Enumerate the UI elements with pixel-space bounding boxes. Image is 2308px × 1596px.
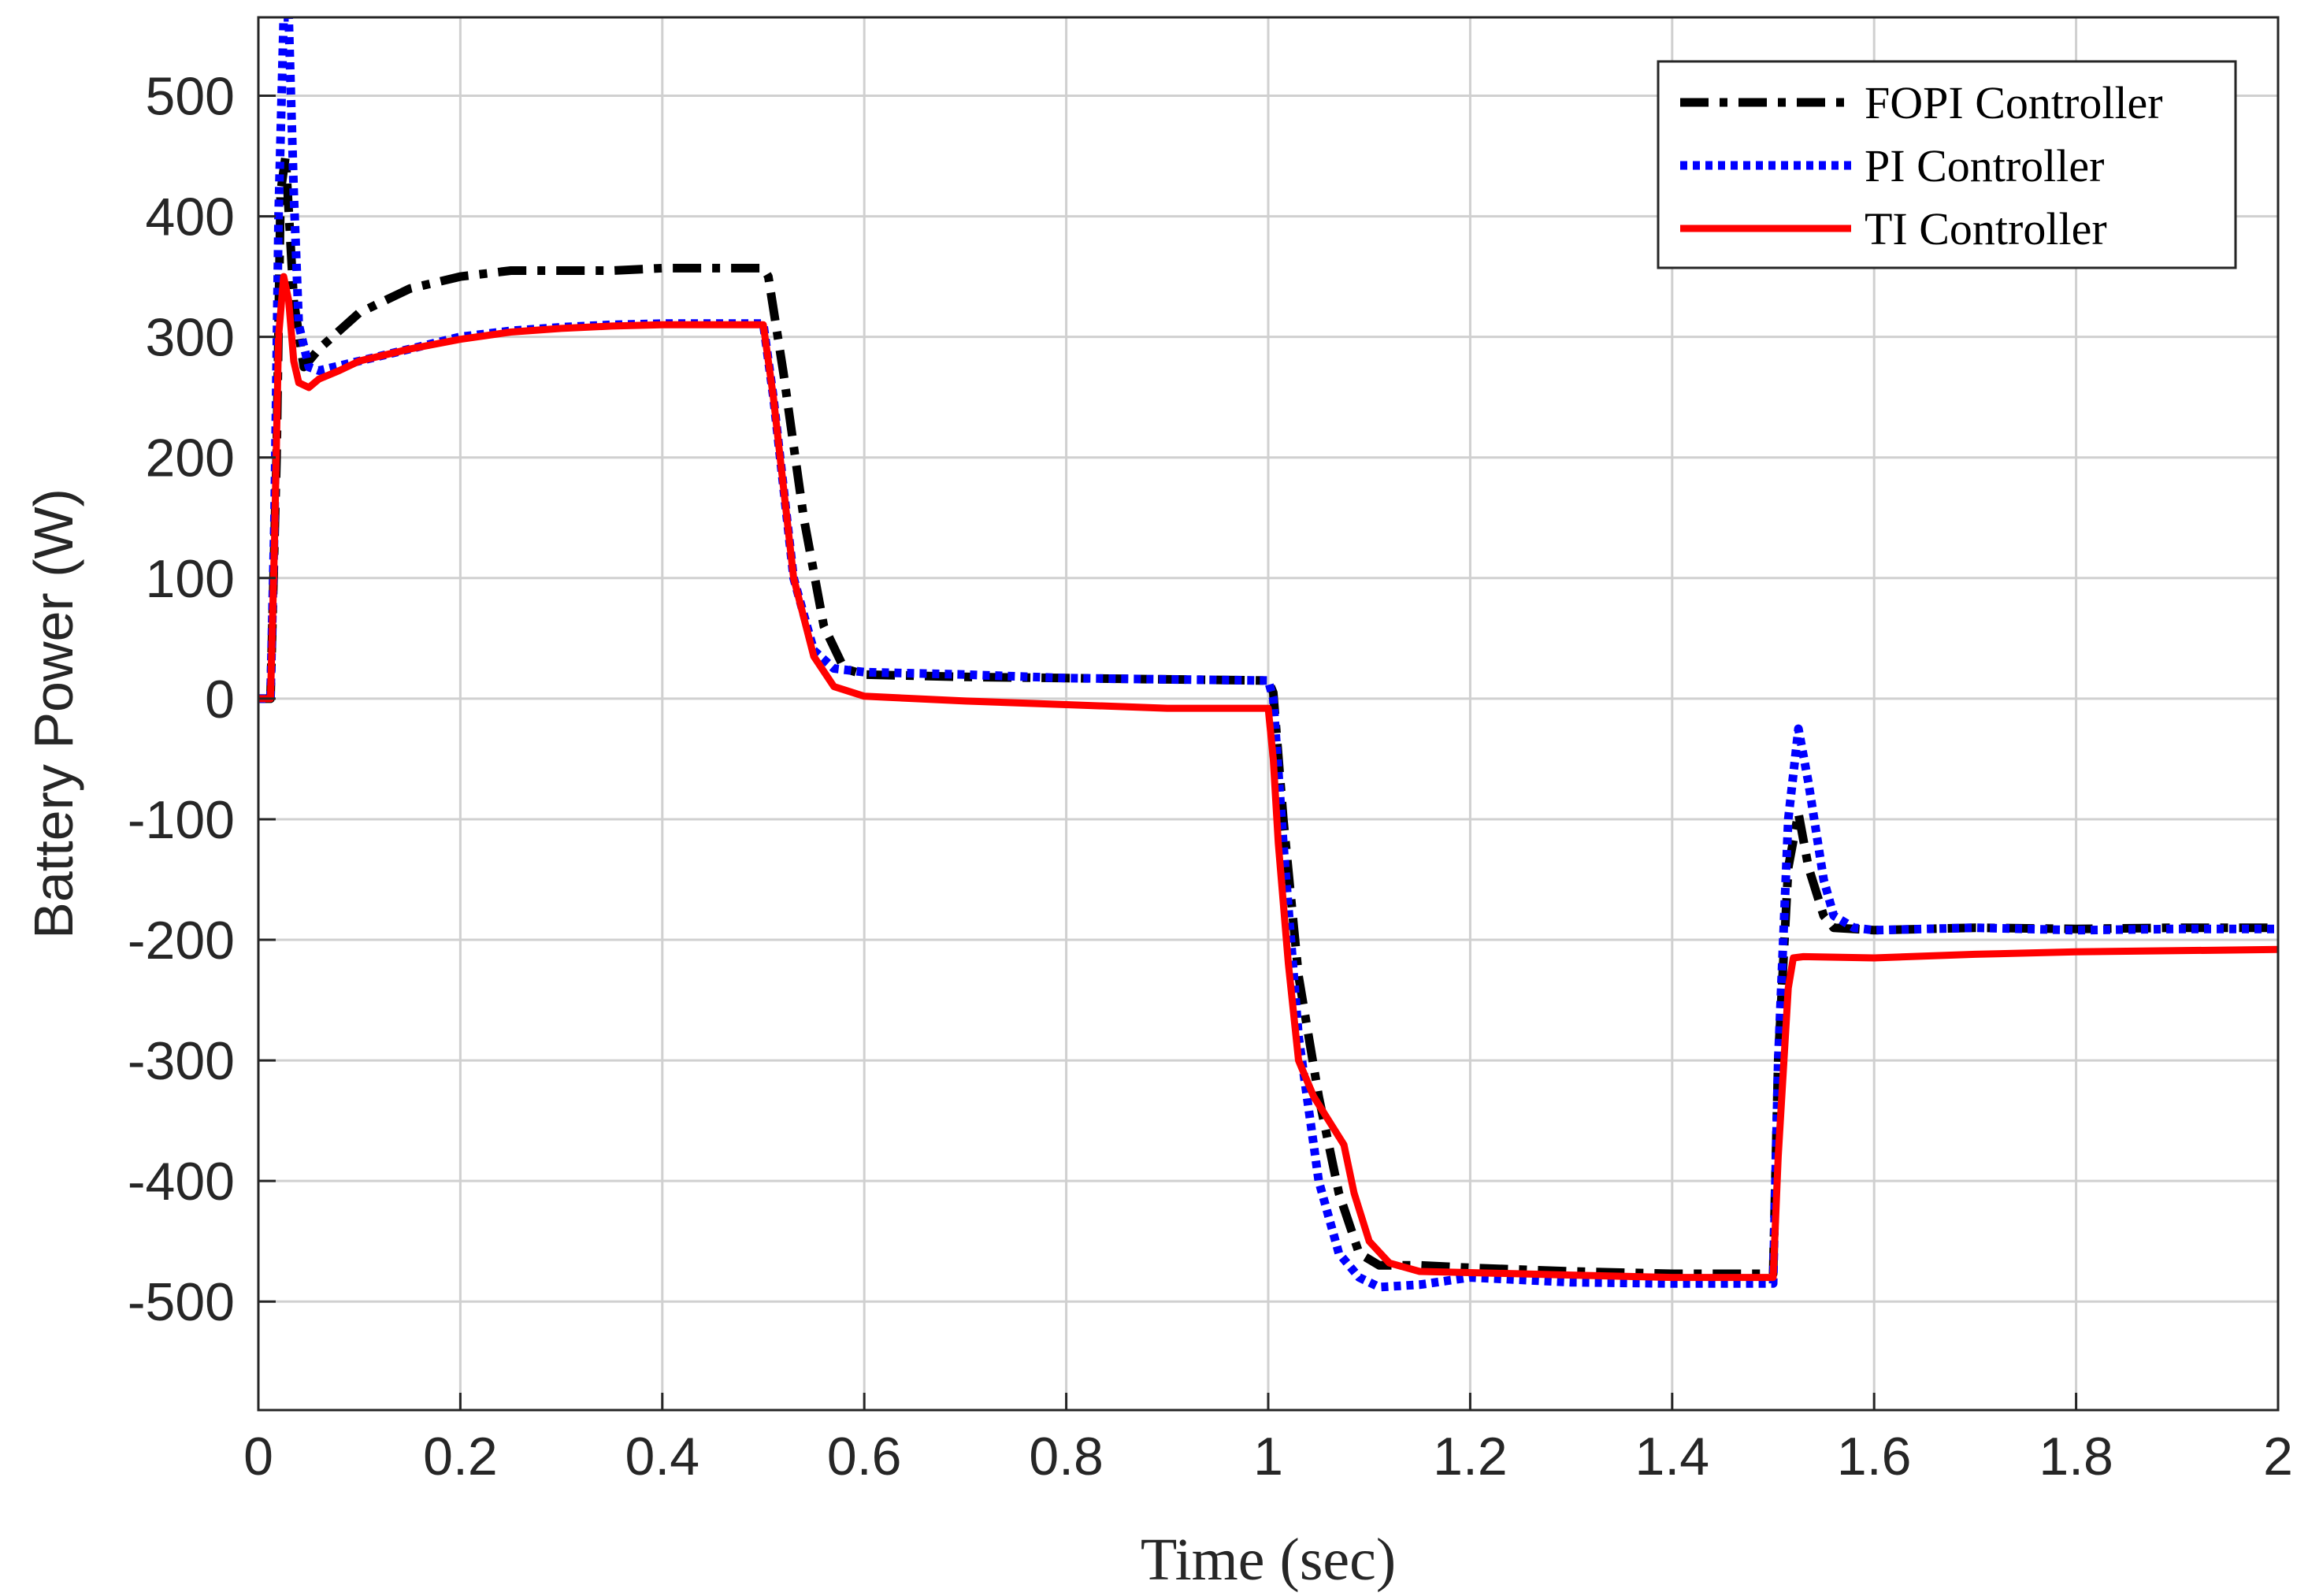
y-tick-label: -500 (128, 1272, 235, 1332)
y-axis: -500 -400 -300 -200 -100 0 100 200 300 400 500 (128, 66, 276, 1332)
y-tick-label: 0 (205, 670, 235, 729)
x-tick-label: 0 (243, 1427, 273, 1487)
series-line-ti-controller (258, 273, 2278, 1282)
x-tick-label: 1.8 (2039, 1427, 2113, 1487)
x-axis: 0 0.2 0.4 0.6 0.8 1 1.2 1.4 1.6 1.8 2 (243, 1393, 2293, 1487)
y-tick-label: -200 (128, 911, 235, 971)
y-tick-label: 100 (146, 549, 235, 609)
series-line-pi-controller (258, 17, 2278, 1292)
x-tick-label: 0.8 (1029, 1427, 1104, 1487)
x-tick-label: 1.2 (1433, 1427, 1508, 1487)
x-tick-label: 1.6 (1837, 1427, 1912, 1487)
x-tick-label: 0.4 (625, 1427, 700, 1487)
x-axis-title: Time (sec) (1141, 1527, 1396, 1593)
y-tick-label: -400 (128, 1152, 235, 1212)
legend-label: TI Controller (1865, 203, 2107, 254)
y-tick-label: -100 (128, 790, 235, 850)
series-line-fopi-controller (258, 151, 2278, 1279)
x-tick-label: 0.6 (827, 1427, 902, 1487)
legend-box (1657, 60, 2237, 269)
x-tick-label: 1 (1253, 1427, 1283, 1487)
y-tick-label: -300 (128, 1031, 235, 1091)
legend-label: FOPI Controller (1865, 77, 2163, 128)
x-tick-label: 2 (2263, 1427, 2293, 1487)
y-tick-label: 200 (146, 429, 235, 488)
y-tick-label: 500 (146, 66, 235, 126)
y-tick-label: 300 (146, 308, 235, 368)
series-layer (258, 17, 2278, 1292)
y-axis-title: Battery Power (W) (23, 488, 84, 939)
x-tick-label: 0.2 (423, 1427, 498, 1487)
legend: FOPI Controller PI Controller TI Controlle… (1657, 60, 2237, 269)
y-tick-label: 400 (146, 187, 235, 247)
x-tick-label: 1.4 (1635, 1427, 1710, 1487)
legend-label: PI Controller (1865, 140, 2104, 191)
